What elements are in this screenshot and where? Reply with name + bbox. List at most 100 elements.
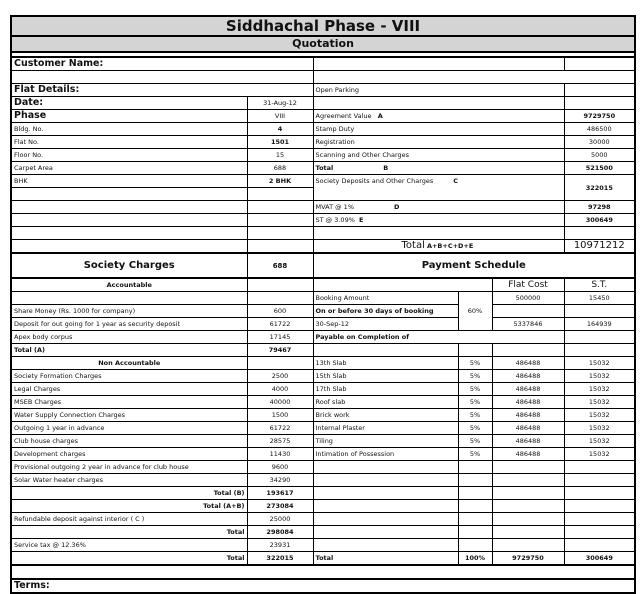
slab-cost: 486488 bbox=[491, 408, 565, 422]
slab-label bbox=[312, 473, 459, 487]
society-total-label: Total bbox=[10, 525, 248, 539]
schedule-date-st: 164939 bbox=[563, 317, 636, 331]
charge-value: 4000 bbox=[246, 382, 314, 396]
deposit-value: 61722 bbox=[246, 317, 314, 331]
charge-label: Development charges bbox=[10, 447, 248, 461]
slab-pct: 5% bbox=[457, 421, 493, 435]
table-row: Outgoing 1 year in advance 61722 Internal … bbox=[10, 421, 636, 435]
slab-label bbox=[312, 460, 459, 474]
slab-pct: 5% bbox=[457, 369, 493, 383]
slab-pct: 5% bbox=[457, 382, 493, 396]
slab-st: 15032 bbox=[563, 408, 636, 422]
total-ab-label: Total (A+B) bbox=[10, 499, 248, 513]
mvat-value: 97298 bbox=[563, 200, 636, 214]
total-ab-value: 273084 bbox=[246, 499, 314, 513]
slab-st: 15032 bbox=[563, 434, 636, 448]
service-tax-value: 23931 bbox=[246, 538, 314, 552]
table-row: Provisional outgoing 2 year in advance f… bbox=[10, 460, 636, 474]
charge-value: 34290 bbox=[246, 473, 314, 487]
slab-label: Tiling bbox=[312, 434, 459, 448]
deposit-label: Deposit for out going for 1 year as secu… bbox=[10, 317, 248, 331]
table-row: MSEB Charges 40000 Roof slab 5% 486488 15032 bbox=[10, 395, 636, 409]
before-30-days-label: On or before 30 days of booking bbox=[312, 304, 459, 318]
total-a-value: 79467 bbox=[246, 343, 314, 357]
floor-label: Floor No. bbox=[10, 148, 248, 162]
agreement-value-label: Agreement Value A bbox=[312, 109, 565, 123]
booking-cost: 500000 bbox=[491, 291, 565, 305]
phase-label: Phase bbox=[10, 109, 248, 123]
society-final-value: 322015 bbox=[246, 551, 314, 566]
phase-value: VIII bbox=[246, 109, 314, 123]
society-charges-heading: Society Charges bbox=[10, 252, 248, 279]
bhk-label: BHK bbox=[10, 174, 248, 188]
table-row: Club house charges 28575 Tiling 5% 486488 150… bbox=[10, 434, 636, 448]
refundable-label: Refundable deposit against interior ( C … bbox=[10, 512, 248, 526]
carpet-label: Carpet Area bbox=[10, 161, 248, 175]
apex-label: Apex body corpus bbox=[10, 330, 248, 344]
completion-label: Payable on Completion of bbox=[312, 330, 565, 344]
mvat-label: MVAT @ 1% D bbox=[312, 200, 565, 214]
slab-cost: 486488 bbox=[491, 447, 565, 461]
date-label: Date: bbox=[10, 96, 248, 110]
slab-label: 17th Slab bbox=[312, 382, 459, 396]
st-value: 300649 bbox=[563, 213, 636, 227]
payment-schedule-heading: Payment Schedule bbox=[312, 252, 636, 279]
charge-label: Legal Charges bbox=[10, 382, 248, 396]
slab-st: 15032 bbox=[563, 421, 636, 435]
schedule-total-cost: 9729750 bbox=[491, 551, 565, 566]
st-heading: S.T. bbox=[563, 277, 636, 292]
share-money-label: Share Money (Rs. 1000 for company) bbox=[10, 304, 248, 318]
booking-percent: 60% bbox=[457, 291, 493, 331]
slab-pct: 5% bbox=[457, 395, 493, 409]
quotation-sheet: Siddhachal Phase - VIII Quotation Custom… bbox=[10, 15, 637, 594]
scanning-value: 5000 bbox=[563, 148, 636, 162]
slab-cost bbox=[491, 473, 565, 487]
slab-label: Brick work bbox=[312, 408, 459, 422]
total-b-society-label: Total (B) bbox=[10, 486, 248, 500]
bldg-value: 4 bbox=[246, 122, 314, 136]
charge-value: 61722 bbox=[246, 421, 314, 435]
slab-st: 15032 bbox=[563, 447, 636, 461]
slab-pct: 5% bbox=[457, 408, 493, 422]
slab-label: Intimation of Possession bbox=[312, 447, 459, 461]
charge-value: 11430 bbox=[246, 447, 314, 461]
slab-st: 15032 bbox=[563, 369, 636, 383]
charge-value: 2500 bbox=[246, 369, 314, 383]
customer-name-field[interactable] bbox=[312, 56, 565, 71]
date-value: 31-Aug-12 bbox=[246, 96, 314, 110]
slab-cost: 486488 bbox=[491, 369, 565, 383]
slab-label: 15th Slab bbox=[312, 369, 459, 383]
society-deposits-label: Society Deposits and Other Charges C bbox=[312, 174, 565, 201]
flat-details-label: Flat Details: bbox=[10, 83, 314, 97]
grand-total-value: 10971212 bbox=[563, 239, 636, 254]
slab-pct: 5% bbox=[457, 356, 493, 370]
flat-value: 1501 bbox=[246, 135, 314, 149]
charge-value: 1500 bbox=[246, 408, 314, 422]
table-row: Water Supply Connection Charges 1500 Brick… bbox=[10, 408, 636, 422]
slab-cost: 486488 bbox=[491, 395, 565, 409]
charge-label: Club house charges bbox=[10, 434, 248, 448]
total-a-label: Total (A) bbox=[10, 343, 248, 357]
slab-cost: 486488 bbox=[491, 356, 565, 370]
slab-cost: 486488 bbox=[491, 382, 565, 396]
charges-and-slabs: Society Formation Charges 2500 15th Slab 5%… bbox=[10, 369, 636, 487]
schedule-date-cost: 5337846 bbox=[491, 317, 565, 331]
stamp-duty-value: 486500 bbox=[563, 122, 636, 136]
charge-value: 28575 bbox=[246, 434, 314, 448]
carpet-value: 688 bbox=[246, 161, 314, 175]
slab-label: 13th Slab bbox=[312, 356, 459, 370]
slab-label: Internal Plaster bbox=[312, 421, 459, 435]
open-parking-label: Open Parking bbox=[312, 83, 565, 97]
slab-st: 15032 bbox=[563, 395, 636, 409]
registration-value: 30000 bbox=[563, 135, 636, 149]
society-area: 688 bbox=[246, 252, 314, 279]
slab-st bbox=[563, 473, 636, 487]
slab-pct bbox=[457, 460, 493, 474]
society-final-label: Total bbox=[10, 551, 248, 566]
schedule-date: 30-Sep-12 bbox=[312, 317, 459, 331]
agreement-value: 9729750 bbox=[563, 109, 636, 123]
slab-pct: 5% bbox=[457, 447, 493, 461]
charge-label: Outgoing 1 year in advance bbox=[10, 421, 248, 435]
accountable-heading: Accountable bbox=[10, 277, 248, 292]
charge-value: 9600 bbox=[246, 460, 314, 474]
